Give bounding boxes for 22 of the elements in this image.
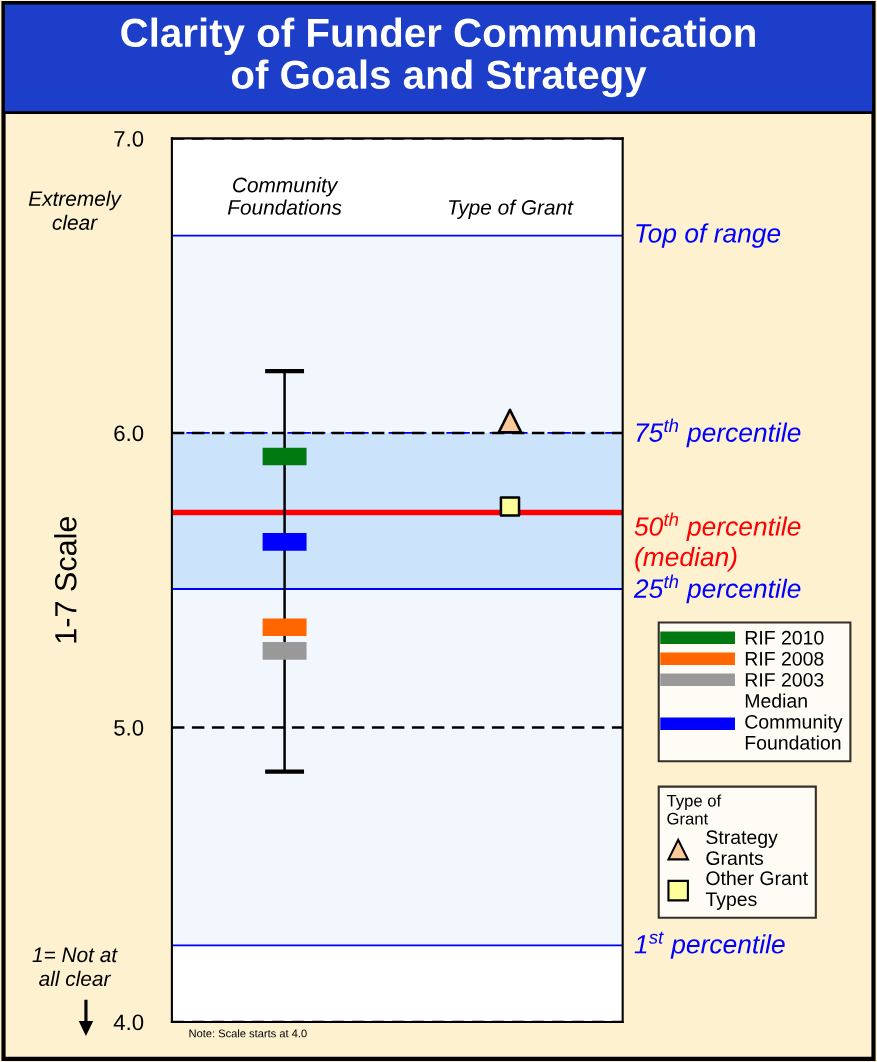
text: Note: Scale starts at 4.0 bbox=[189, 1029, 307, 1038]
legend-label: Strategy Grants bbox=[706, 830, 778, 866]
legend-label: Other Grant Types bbox=[705, 870, 808, 910]
y-tick-label: 6.0 bbox=[114, 425, 144, 442]
legend-label: RIF 2003 bbox=[745, 672, 824, 687]
legend-title: Type of Grant bbox=[666, 794, 722, 825]
text: Extremely clear bbox=[28, 190, 122, 230]
legend-label: RIF 2008 bbox=[745, 651, 824, 666]
ref-line-label: 75$^{th}$ percentile bbox=[636, 418, 801, 448]
x-tick-label: Community Foundations bbox=[227, 177, 342, 215]
y-tick-label: 7.0 bbox=[114, 130, 144, 147]
text: 1= Not at all clear bbox=[32, 947, 118, 987]
chart-title: Clarity of Funder Communication of Goals and Strategy bbox=[121, 17, 755, 98]
y-axis-title: 1-7 Scale bbox=[54, 516, 77, 643]
ref-line-label: 1$^{st}$ percentile bbox=[634, 931, 785, 959]
y-tick-label: 5.0 bbox=[114, 719, 144, 736]
legend-label: Median Community Foundation bbox=[745, 693, 843, 750]
legend-label: RIF 2010 bbox=[745, 630, 824, 645]
y-tick-label: 4.0 bbox=[113, 1014, 144, 1031]
ref-line-label: Top of range bbox=[636, 223, 781, 248]
ref-line-label: 25$^{th}$ percentile bbox=[633, 574, 801, 604]
ref-line-label: 50$^{th}$ percentile (median) bbox=[634, 512, 801, 572]
